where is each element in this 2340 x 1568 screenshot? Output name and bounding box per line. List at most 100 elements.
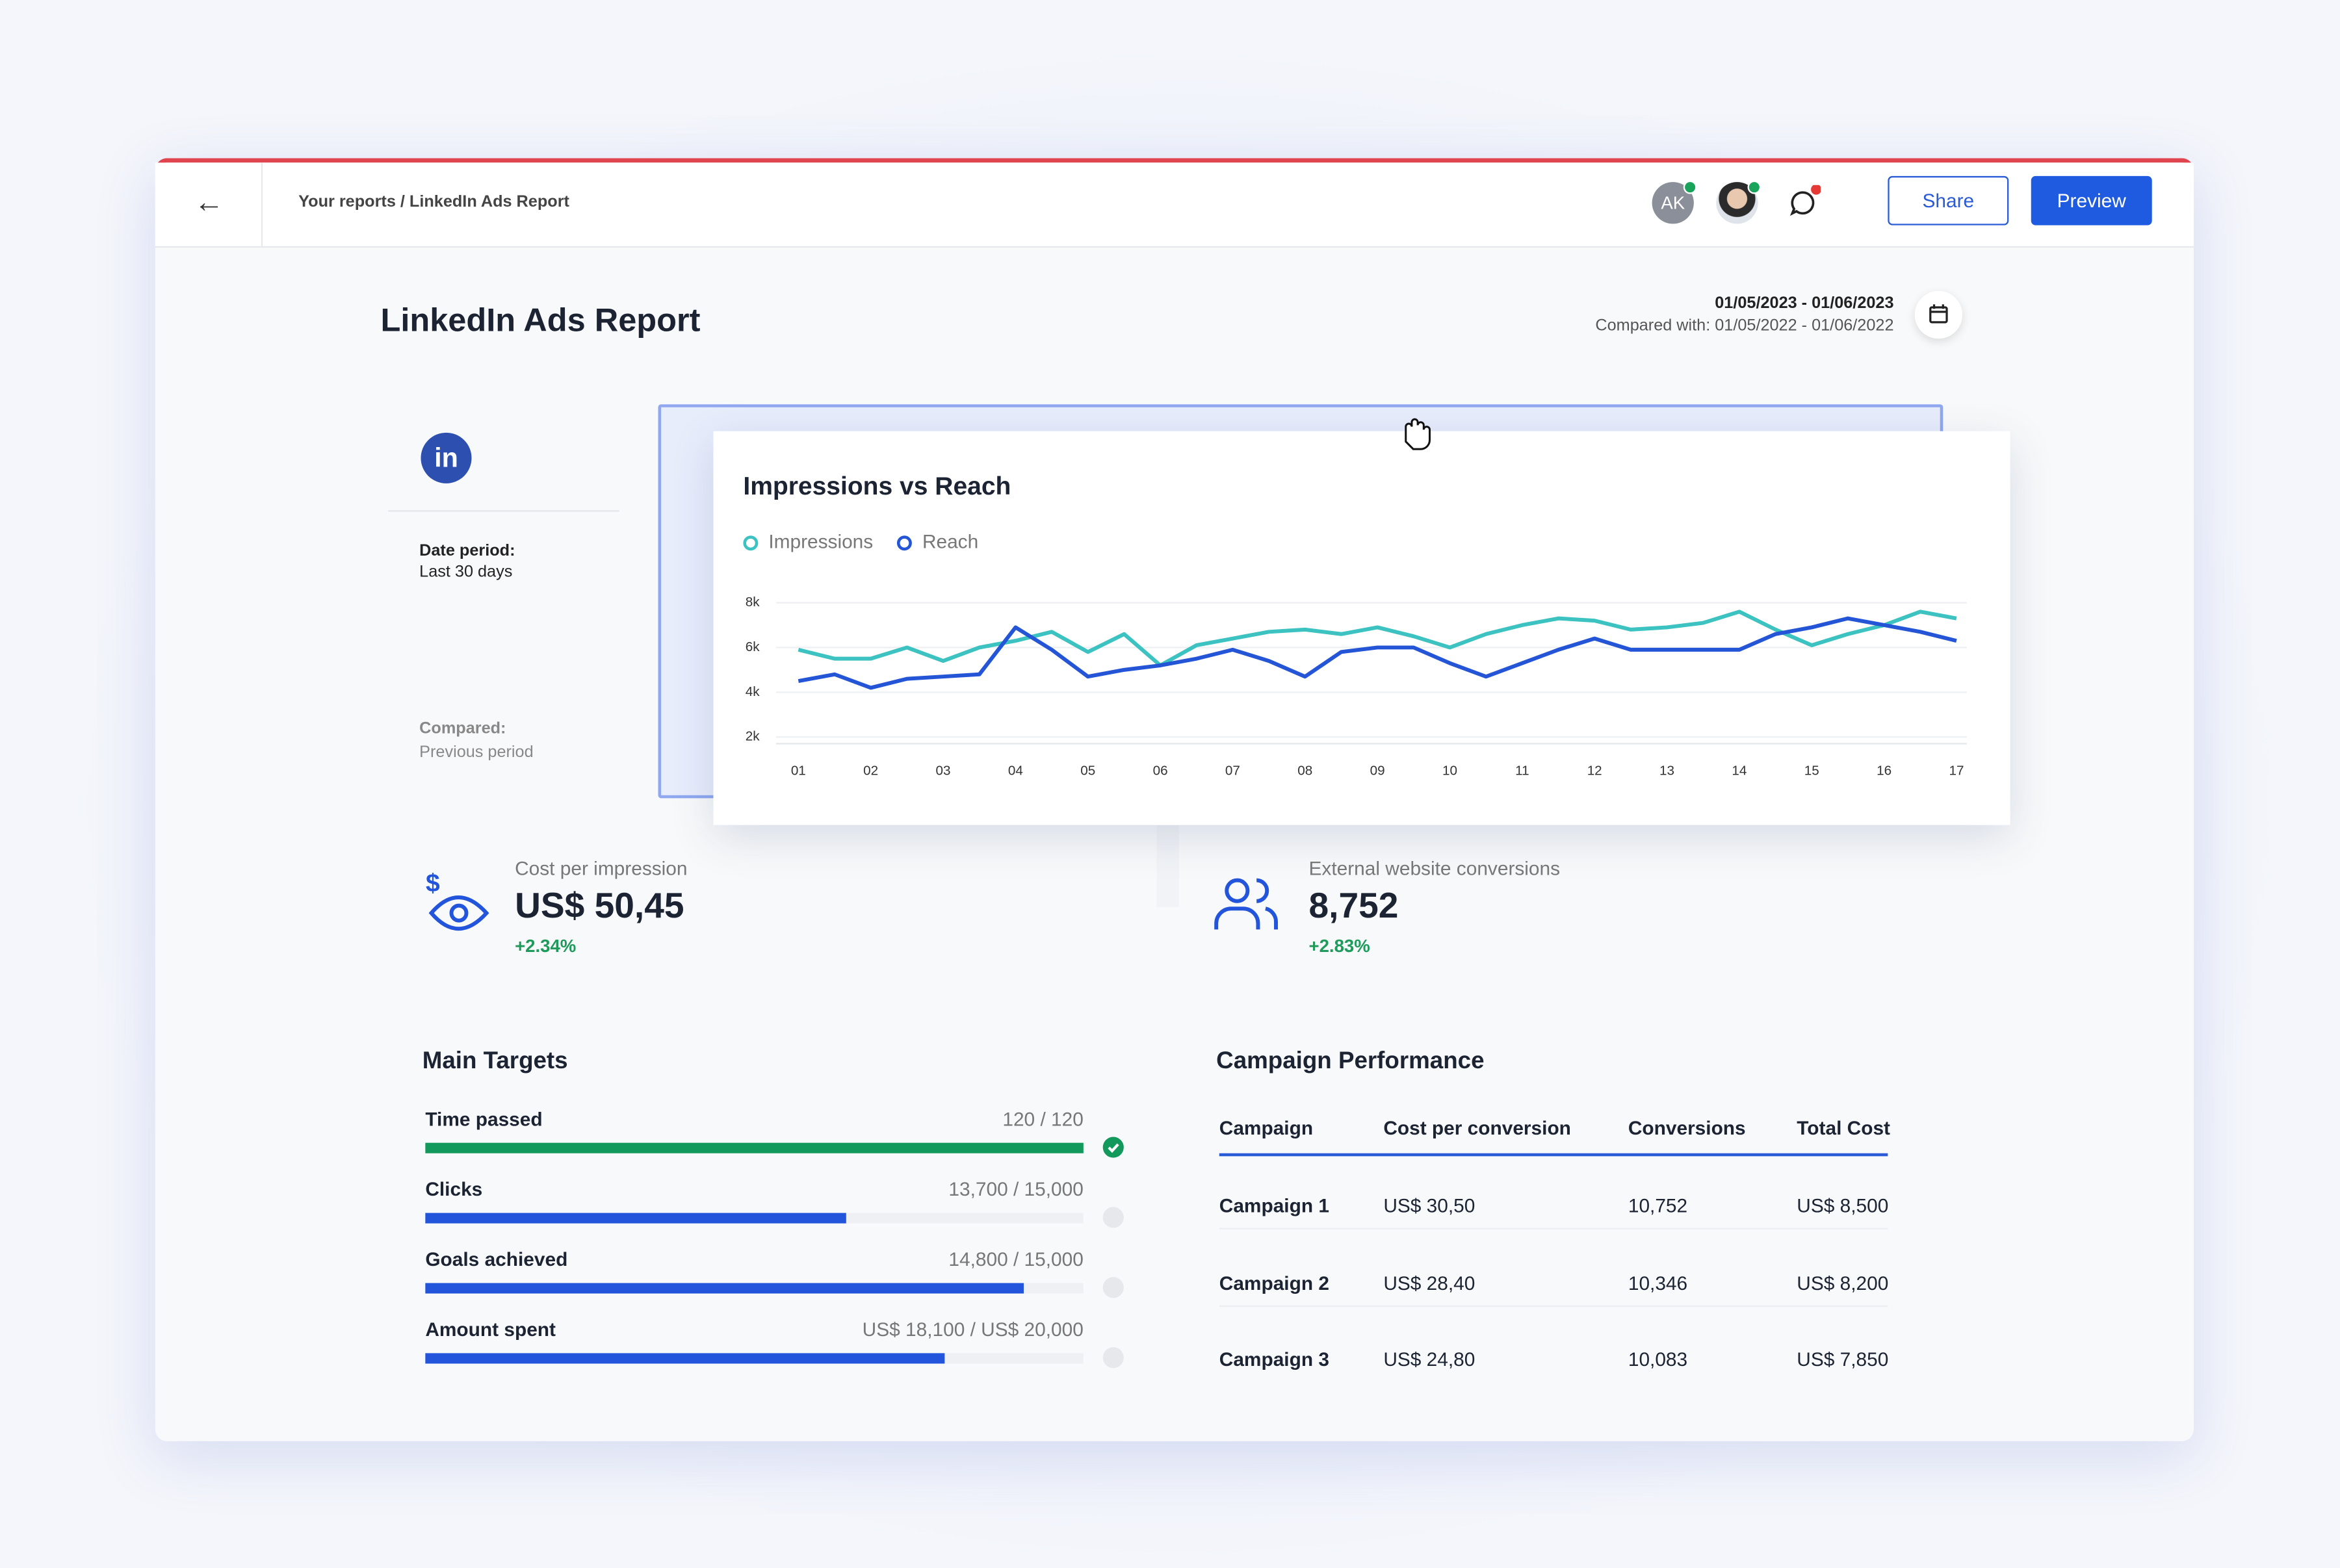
target-label: Time passed <box>425 1107 543 1131</box>
report-title: LinkedIn Ads Report <box>380 301 701 339</box>
x-tick-label: 13 <box>1659 763 1674 778</box>
x-tick-label: 15 <box>1804 763 1819 778</box>
divider <box>261 162 263 246</box>
legend-label: Impressions <box>768 532 873 553</box>
status-indicator <box>1102 1277 1124 1298</box>
column-header: Total Cost <box>1797 1116 1890 1139</box>
date-period: Last 30 days <box>419 563 513 582</box>
svg-text:$: $ <box>426 870 440 897</box>
legend-marker <box>743 535 759 551</box>
compared-range: Compared with: 01/05/2022 - 01/06/2022 <box>1595 316 1894 335</box>
table-cell: US$ 28,40 <box>1383 1271 1476 1294</box>
progress-bar <box>425 1283 1024 1294</box>
legend-label: Reach <box>922 532 978 553</box>
row-separator <box>1219 1304 1888 1307</box>
share-button[interactable]: Share <box>1888 175 2009 225</box>
x-tick-label: 05 <box>1080 763 1095 778</box>
table-cell: US$ 30,50 <box>1383 1194 1476 1217</box>
column-header: Conversions <box>1628 1116 1746 1139</box>
status-indicator <box>1102 1137 1124 1158</box>
breadcrumb[interactable]: Your reports / LinkedIn Ads Report <box>298 193 569 211</box>
kpi-change: +2.34% <box>515 935 577 957</box>
x-tick-label: 14 <box>1732 763 1747 778</box>
y-tick-label: 8k <box>746 595 760 610</box>
x-tick-label: 07 <box>1225 763 1240 778</box>
legend-marker <box>896 535 912 551</box>
x-tick-label: 08 <box>1297 763 1312 778</box>
preview-button[interactable]: Preview <box>2031 175 2152 225</box>
table-cell: US$ 7,850 <box>1797 1348 1889 1370</box>
table-title: Campaign Performance <box>1216 1049 1485 1075</box>
target-amount: US$ 18,100 / US$ 20,000 <box>862 1318 1084 1341</box>
kpi-label: Cost per impression <box>515 857 688 880</box>
drag-cursor <box>1405 418 1431 450</box>
target-amount: 120 / 120 <box>1002 1107 1084 1131</box>
separator <box>387 510 619 512</box>
status-dot <box>1747 180 1762 194</box>
progress-bar <box>425 1142 1084 1153</box>
x-tick-label: 04 <box>1008 763 1023 778</box>
table-cell: 10,752 <box>1628 1194 1688 1217</box>
cost-icon: $ <box>426 870 489 931</box>
row-separator <box>1219 1227 1888 1229</box>
x-tick-label: 06 <box>1153 763 1168 778</box>
x-tick-label: 17 <box>1949 763 1964 778</box>
status-dot <box>1683 180 1697 194</box>
target-amount: 13,700 / 15,000 <box>948 1177 1084 1201</box>
kpi-value: US$ 50,45 <box>515 886 684 927</box>
target-amount: 14,800 / 15,000 <box>948 1248 1084 1270</box>
compared-label: Compared: <box>419 719 506 738</box>
table-cell: Campaign 2 <box>1219 1271 1329 1294</box>
column-header: Cost per conversion <box>1383 1116 1571 1139</box>
table-cell: US$ 8,200 <box>1797 1271 1889 1294</box>
table-header-underline <box>1219 1153 1888 1157</box>
users-icon <box>1214 878 1278 930</box>
chart-card[interactable] <box>713 431 2010 825</box>
column-header: Campaign <box>1219 1116 1314 1139</box>
kpi-value: 8,752 <box>1308 886 1399 927</box>
y-tick-label: 2k <box>746 729 760 744</box>
panel-gap <box>1156 825 1179 907</box>
x-tick-label: 03 <box>936 763 951 778</box>
progress-bar <box>425 1213 847 1224</box>
avatar[interactable]: AK <box>1652 182 1694 224</box>
kpi-change: +2.83% <box>1308 935 1370 957</box>
targets-title: Main Targets <box>422 1049 568 1075</box>
top-bar <box>155 162 2194 248</box>
target-label: Amount spent <box>425 1318 556 1341</box>
x-tick-label: 02 <box>863 763 878 778</box>
line-series <box>798 610 1957 667</box>
table-cell: 10,083 <box>1628 1348 1688 1370</box>
status-indicator <box>1102 1207 1124 1228</box>
y-tick-label: 6k <box>746 639 760 654</box>
calendar-icon <box>1929 304 1948 324</box>
y-tick-label: 4k <box>746 684 760 699</box>
date-period-label: Date period: <box>419 542 515 561</box>
linkedin-logo <box>421 432 472 483</box>
x-tick-label: 11 <box>1515 763 1529 778</box>
status-indicator <box>1102 1347 1124 1369</box>
comments-icon[interactable] <box>1785 185 1821 221</box>
table-cell: Campaign 1 <box>1219 1194 1329 1217</box>
back-arrow[interactable]: ← <box>194 186 224 220</box>
table-cell: US$ 8,500 <box>1797 1194 1889 1217</box>
progress-bar <box>425 1353 946 1364</box>
logo-subtext: ads <box>437 473 455 485</box>
calendar-button[interactable] <box>1914 290 1963 339</box>
table-cell: 10,346 <box>1628 1271 1688 1294</box>
x-tick-label: 09 <box>1370 763 1385 778</box>
x-tick-label: 12 <box>1587 763 1602 778</box>
kpi-label: External website conversions <box>1308 857 1561 880</box>
x-tick-label: 10 <box>1442 763 1457 778</box>
x-tick-label: 16 <box>1877 763 1892 778</box>
chart-title: Impressions vs Reach <box>743 472 1011 500</box>
target-label: Goals achieved <box>425 1248 568 1270</box>
line-series <box>798 616 1957 690</box>
table-cell: Campaign 3 <box>1219 1348 1329 1370</box>
x-tick-label: 01 <box>791 763 806 778</box>
compared-value: Previous period <box>419 743 534 762</box>
table-cell: US$ 24,80 <box>1383 1348 1476 1370</box>
target-label: Clicks <box>425 1177 483 1201</box>
